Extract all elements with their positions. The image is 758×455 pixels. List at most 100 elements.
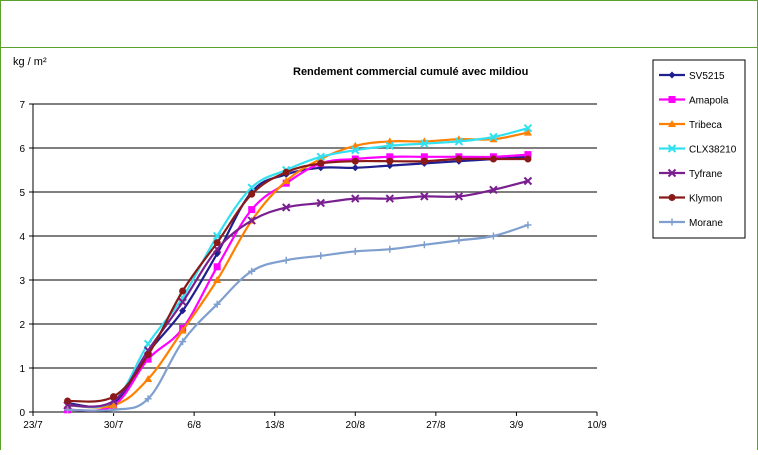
series-klymon — [64, 155, 532, 405]
series-line-morane — [67, 223, 529, 412]
data-point-clx38210 — [523, 123, 533, 133]
x-tick-label: 20/8 — [346, 420, 366, 431]
data-point-clx38210 — [420, 139, 429, 148]
y-tick-label: 0 — [19, 408, 25, 419]
y-axis-label: kg / m² — [13, 56, 47, 68]
data-point-morane — [524, 221, 532, 229]
data-point-amapola — [420, 153, 428, 161]
data-point-tyfrane — [385, 194, 395, 203]
series-line-amapola — [67, 153, 529, 412]
data-point-klymon — [489, 155, 497, 163]
legend-item-morane: Morane — [659, 218, 723, 229]
data-point-morane — [317, 252, 325, 260]
data-point-clx38210 — [454, 137, 464, 146]
legend-label-morane: Morane — [689, 218, 723, 229]
grid-lines — [33, 103, 597, 369]
y-tick-label: 3 — [19, 276, 25, 287]
data-point-clx38210 — [385, 141, 395, 151]
data-point-clx38210 — [247, 183, 256, 192]
data-point-morane — [455, 236, 463, 244]
legend-marker-amapola — [668, 96, 676, 103]
data-point-morane — [489, 232, 497, 240]
y-tick-labels: 0 1 2 3 4 5 6 7 — [19, 100, 33, 419]
data-point-klymon — [248, 190, 256, 198]
data-point-klymon — [524, 155, 532, 163]
chart-title: Rendement commercial cumulé avec mildiou — [293, 66, 528, 78]
legend-marker-clx38210 — [667, 144, 677, 153]
data-point-sv5215 — [179, 307, 187, 315]
data-point-tribeca — [316, 155, 325, 162]
data-point-tyfrane — [523, 176, 533, 186]
data-point-tribeca — [178, 326, 187, 334]
data-point-morane — [110, 406, 118, 414]
data-point-morane — [248, 267, 256, 275]
data-point-tyfrane — [420, 192, 429, 201]
legend-marker-sv5215 — [668, 71, 676, 79]
legend-item-tyfrane: Tyfrane — [659, 168, 723, 180]
data-point-amapola — [524, 151, 532, 159]
data-point-tyfrane — [454, 192, 464, 201]
legend-item-clx38210: CLX38210 — [659, 144, 737, 156]
series-line-klymon — [67, 157, 528, 403]
x-tick-label: 23/7 — [23, 420, 43, 431]
data-point-tribeca — [282, 177, 291, 184]
legend-label-sv5215: SV5215 — [689, 71, 725, 82]
x-tick-label: 10/9 — [587, 420, 607, 431]
legend-marker-tyfrane — [667, 168, 677, 178]
legend-marker-tribeca — [668, 120, 676, 127]
data-point-sv5215 — [351, 164, 359, 172]
legend-item-klymon: Klymon — [659, 194, 722, 205]
x-tick-labels: 23/7 30/7 6/8 13/8 20/8 27/8 3/9 10/9 — [23, 412, 607, 431]
data-point-morane — [64, 406, 72, 414]
data-point-tribeca — [109, 401, 118, 409]
legend-label-klymon: Klymon — [689, 194, 722, 205]
legend-item-amapola: Amapola — [659, 96, 729, 107]
x-tick-label: 30/7 — [104, 420, 124, 431]
series-line-tribeca — [67, 131, 529, 409]
data-point-tyfrane — [247, 216, 256, 225]
data-point-clx38210 — [489, 132, 498, 142]
series-tyfrane — [63, 176, 533, 410]
data-point-tyfrane — [178, 297, 187, 307]
data-point-tyfrane — [489, 185, 498, 195]
data-point-tribeca — [144, 375, 153, 382]
data-point-klymon — [282, 168, 290, 176]
y-tick-label: 7 — [19, 100, 25, 111]
data-point-amapola — [213, 263, 221, 271]
series-line-tyfrane — [67, 179, 529, 408]
data-point-tyfrane — [282, 203, 291, 212]
header-band — [0, 0, 758, 48]
y-tick-label: 2 — [19, 320, 25, 331]
legend-label-amapola: Amapola — [689, 96, 729, 107]
data-point-klymon — [110, 393, 118, 401]
data-point-tribeca — [213, 276, 222, 283]
data-point-tyfrane — [316, 198, 325, 208]
legend-marker-klymon — [668, 194, 676, 201]
data-point-morane — [144, 395, 152, 403]
legend-item-tribeca: Tribeca — [659, 120, 722, 131]
data-point-tribeca — [489, 135, 498, 143]
data-point-clx38210 — [351, 145, 360, 155]
data-point-morane — [351, 247, 359, 255]
data-point-tyfrane — [351, 194, 360, 203]
data-point-clx38210 — [316, 152, 325, 162]
data-point-amapola — [248, 206, 256, 214]
data-point-klymon — [386, 157, 394, 165]
legend-label-tribeca: Tribeca — [689, 120, 722, 131]
series-morane — [64, 221, 532, 414]
data-point-morane — [282, 256, 290, 264]
data-point-klymon — [317, 159, 325, 167]
data-point-morane — [213, 300, 221, 308]
data-point-morane — [386, 245, 394, 253]
y-tick-label: 4 — [19, 232, 25, 243]
data-point-klymon — [420, 157, 428, 165]
axes — [32, 104, 597, 413]
legend-label-tyfrane: Tyfrane — [689, 169, 723, 180]
data-point-tribeca — [523, 128, 532, 136]
x-tick-label: 3/9 — [509, 420, 523, 431]
x-tick-label: 6/8 — [187, 420, 201, 431]
data-point-klymon — [213, 239, 221, 247]
